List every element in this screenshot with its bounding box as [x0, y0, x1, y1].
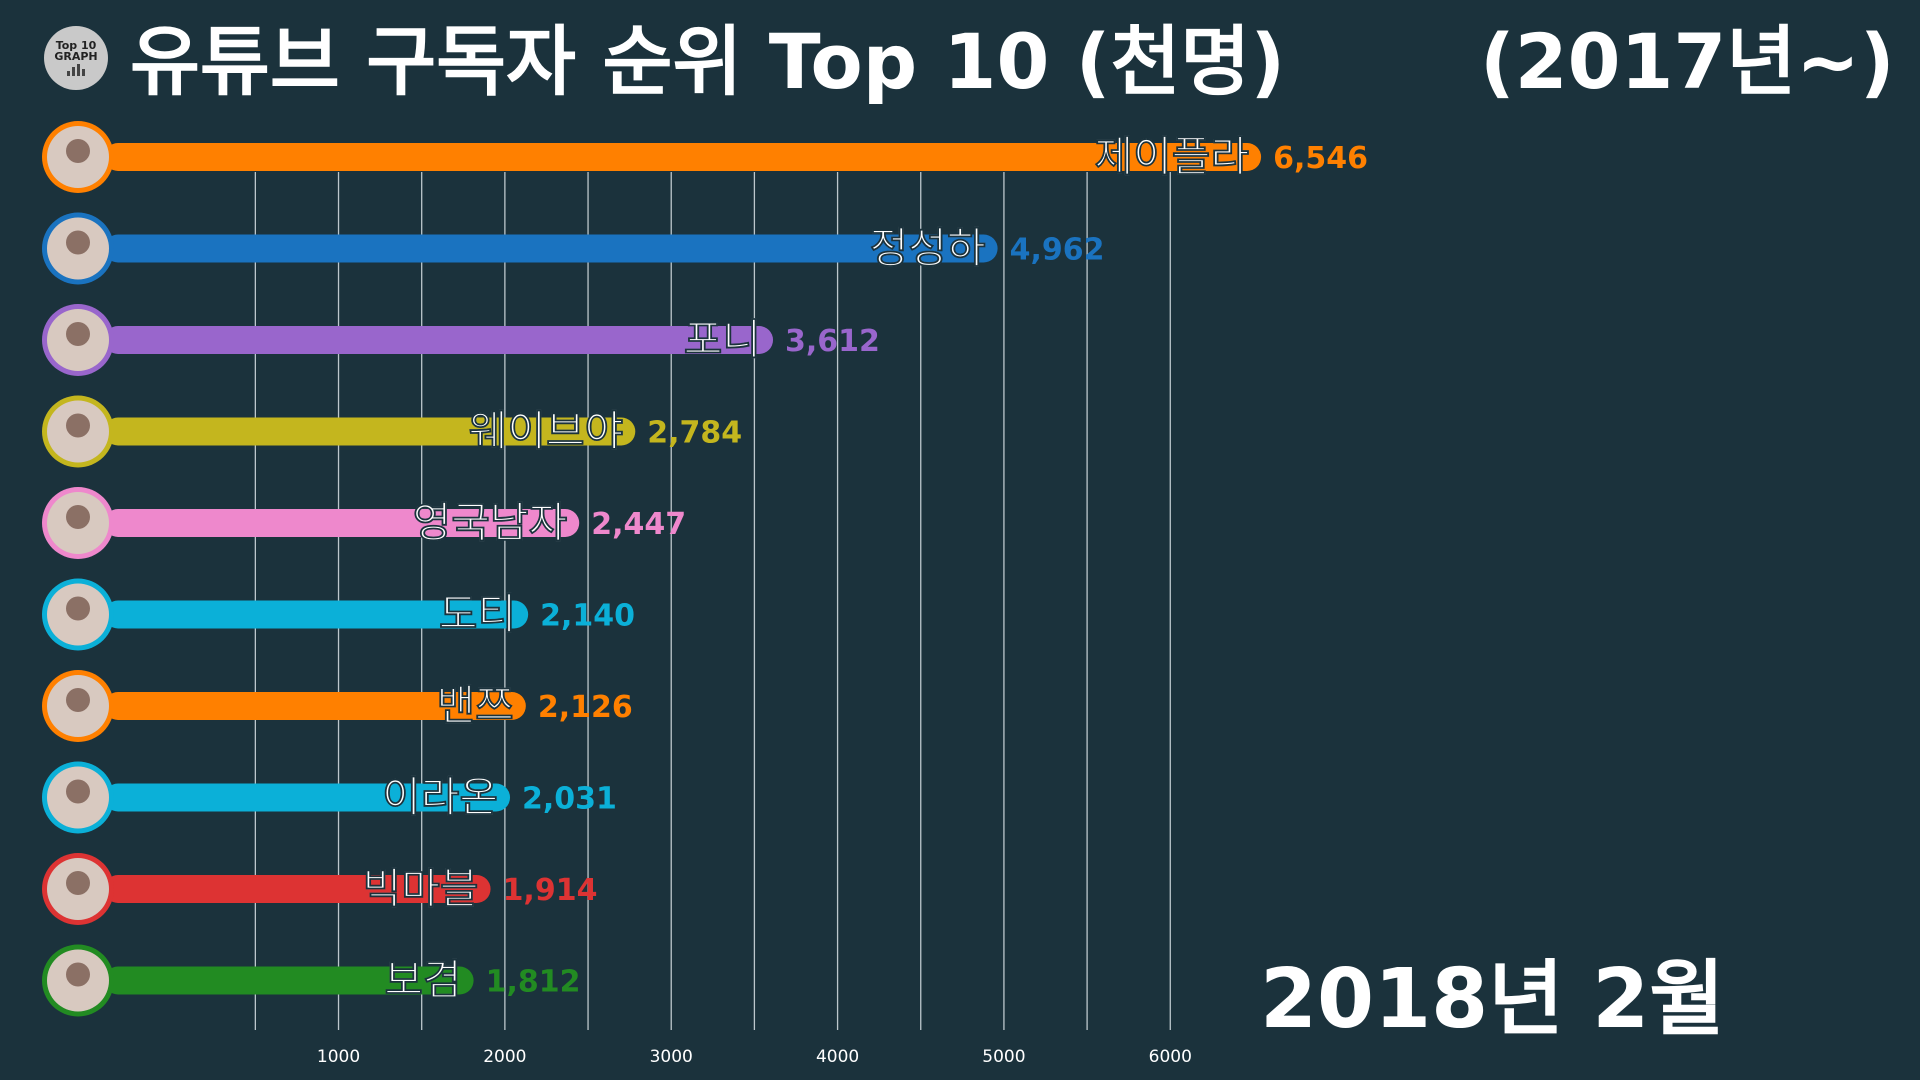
chart-subtitle: (2017년~): [1480, 17, 1895, 106]
bar: [104, 326, 774, 354]
logo-line2: GRAPH: [54, 50, 98, 63]
bar-value-label: 4,962: [1010, 233, 1105, 268]
top10-graph-logo: Top 10 GRAPH: [44, 26, 108, 90]
bar-category-label: 웨이브야: [469, 407, 624, 456]
x-tick-label: 6000: [1149, 1047, 1192, 1067]
channel-avatar: [42, 121, 114, 193]
channel-avatar: [42, 670, 114, 742]
bar-category-label: 밴쯔: [437, 681, 514, 730]
channel-avatar: [42, 578, 114, 651]
bar-category-label: 빅마블: [363, 864, 479, 913]
x-tick-label: 3000: [650, 1047, 693, 1067]
bar-category-label: 도티: [439, 590, 516, 639]
bar: [104, 875, 491, 903]
bar-value-label: 2,140: [540, 599, 635, 634]
avatar-figure: [66, 230, 90, 255]
x-tick-label: 4000: [816, 1047, 859, 1067]
x-tick-label: 5000: [982, 1047, 1025, 1067]
bar-value-label: 1,914: [503, 873, 598, 908]
channel-avatar: [42, 395, 114, 468]
bar-value-label: 2,031: [522, 782, 617, 817]
avatar-figure: [66, 688, 90, 712]
bar-category-label: 보겸: [384, 956, 461, 1005]
avatar-figure: [66, 596, 90, 621]
bar: [104, 692, 526, 720]
chart-title: 유튜브 구독자 순위 Top 10 (천명): [130, 17, 1286, 106]
bar-value-label: 2,784: [647, 416, 742, 451]
logo-line1: Top 10: [55, 39, 97, 52]
avatar-figure: [66, 413, 90, 438]
channel-avatar: [42, 487, 114, 559]
bar: [104, 783, 511, 812]
x-tick-label: 1000: [317, 1047, 360, 1067]
bar-value-label: 2,126: [538, 690, 633, 725]
bar-category-label: 정성하: [870, 224, 986, 273]
channel-avatar: [42, 761, 114, 834]
bar: [104, 966, 474, 995]
bar-value-label: 2,447: [591, 507, 686, 542]
bar-value-label: 1,812: [486, 965, 581, 1000]
bar-category-label: 영국남자: [413, 498, 568, 547]
avatar-figure: [66, 322, 90, 346]
avatar-figure: [66, 505, 90, 529]
period-label: 2018년 2월: [1260, 952, 1725, 1047]
bar: [104, 509, 580, 537]
avatar-figure: [66, 962, 90, 987]
bar-category-label: 이라온: [382, 773, 498, 822]
bar: [104, 143, 1262, 171]
channel-avatar: [42, 212, 114, 285]
bar-chart-icon: [67, 64, 85, 76]
bar: [104, 234, 998, 263]
bar-category-label: 포니: [684, 315, 761, 364]
bar-value-label: 3,612: [785, 324, 880, 359]
channel-avatar: [42, 304, 114, 376]
x-tick-label: 2000: [483, 1047, 526, 1067]
channel-avatar: [42, 944, 114, 1017]
avatar-figure: [66, 139, 90, 163]
bar: [104, 600, 529, 629]
bar-value-label: 6,546: [1273, 141, 1368, 176]
avatar-figure: [66, 871, 90, 895]
channel-avatar: [42, 853, 114, 925]
bar: [104, 417, 636, 446]
avatar-figure: [66, 779, 90, 804]
bar-category-label: 제이플라: [1095, 132, 1250, 181]
